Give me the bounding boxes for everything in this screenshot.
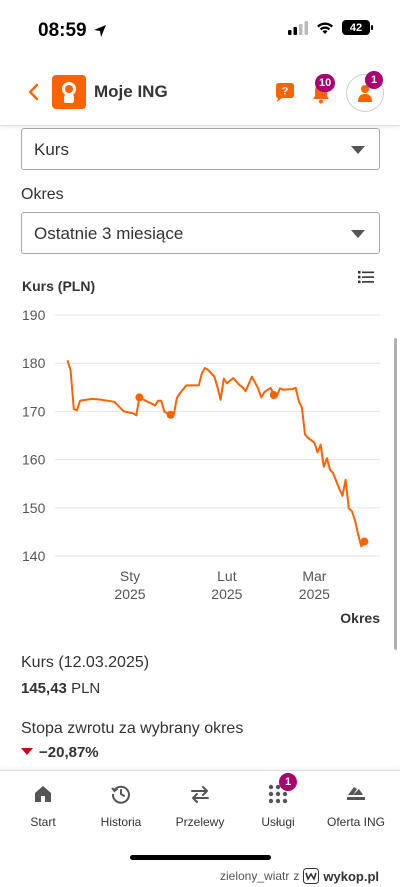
chat-help-button[interactable]: ? [272,80,298,106]
price-chart: Kurs (PLN) 140 150 160 170 180 190 Sty 2025 Lut 2… [0,270,400,640]
period-select[interactable]: Ostatnie 3 miesiące [21,212,380,254]
data-point-marker [135,393,144,402]
profile-button[interactable]: 1 [346,71,384,112]
offer-icon [347,787,365,800]
lion-icon [62,82,76,103]
nav-przelewy-label: Przelewy [175,815,225,829]
status-bar: 08:59 42 [0,0,400,60]
home-indicator[interactable] [130,855,271,860]
status-icons: 42 [288,20,373,35]
chevron-down-icon [351,230,365,238]
return-amount: −20,87% [39,744,99,761]
history-icon [111,785,130,804]
y-tick-label: 170 [22,403,46,419]
nav-start-label: Start [30,815,56,829]
chart-plot: 140 150 160 170 180 190 Sty 2025 Lut 2025 Mar 2025 [22,307,380,602]
chart-y-axis-title: Kurs (PLN) [22,278,96,294]
chart-x-axis-title: Okres [340,610,380,626]
period-select-value: Ostatnie 3 miesiące [34,224,184,243]
nav-start[interactable]: Start [5,783,81,829]
y-tick-label: 180 [22,355,46,371]
return-value: −20,87% [21,744,99,761]
page-title: Moje ING [94,82,168,101]
nav-oferta-label: Oferta ING [326,815,385,829]
ing-lion-logo [52,75,86,109]
notifications-badge: 10 [315,74,336,92]
home-icon [35,786,51,802]
location-arrow-icon [93,25,106,37]
watermark-user: zielony_wiatr [220,869,290,883]
chevron-down-icon [351,146,365,154]
nav-przelewy[interactable]: Przelewy [162,783,238,829]
wifi-icon [317,21,333,34]
data-point-marker [166,410,175,419]
y-tick-label: 150 [22,500,46,516]
uslugi-badge: 1 [279,773,297,791]
price-series-line [66,360,366,548]
watermark: zielony_wiatr z wykop.pl [220,868,379,884]
status-time-text: 08:59 [38,20,87,41]
chart-type-select-value: Kurs [34,140,69,159]
battery-level: 42 [349,21,363,34]
list-view-icon[interactable] [358,270,374,284]
back-button[interactable] [22,80,46,104]
nav-historia[interactable]: Historia [83,783,159,829]
profile-badge: 1 [365,71,383,89]
scrollbar[interactable] [394,338,397,650]
bottom-nav: Start Historia Przelewy 1 Usługi [0,770,400,887]
y-tick-label: 140 [22,548,46,564]
nav-historia-label: Historia [100,815,142,829]
status-time: 08:59 [38,20,107,42]
x-tick-label: Mar [302,568,326,584]
x-tick-year-label: 2025 [114,586,145,602]
price-value: 145,43 PLN [21,680,100,697]
x-tick-year-label: 2025 [299,586,330,602]
x-tick-label: Sty [120,568,140,584]
x-tick-year-label: 2025 [211,586,242,602]
okres-label: Okres [21,186,64,203]
watermark-suffix: z [293,869,300,883]
nav-uslugi-label: Usługi [261,815,295,829]
price-unit: PLN [71,680,101,697]
down-triangle-icon [21,748,33,755]
transfer-icon [191,786,209,803]
data-point-marker [360,537,369,546]
svg-text:?: ? [282,86,289,98]
watermark-brand: wykop.pl [323,868,379,884]
nav-oferta[interactable]: Oferta ING [318,783,394,829]
nav-uslugi[interactable]: 1 Usługi [240,773,316,829]
data-point-marker [269,391,278,400]
cellular-signal-icon [288,20,308,35]
notifications-button[interactable]: 10 [308,74,336,106]
price-amount: 145,43 [21,680,67,697]
grid-icon-wrap: 1 [267,773,297,805]
wykop-logo-icon [303,868,320,884]
x-tick-label: Lut [217,568,237,584]
y-tick-label: 160 [22,452,46,468]
y-tick-label: 190 [22,307,46,323]
return-label: Stopa zwrotu za wybrany okres [21,720,244,737]
app-header: Moje ING ? 10 1 [0,60,400,126]
user-icon [358,85,372,102]
chart-type-select[interactable]: Kurs [21,128,380,170]
battery-icon: 42 [342,20,373,35]
price-label: Kurs (12.03.2025) [21,654,150,671]
